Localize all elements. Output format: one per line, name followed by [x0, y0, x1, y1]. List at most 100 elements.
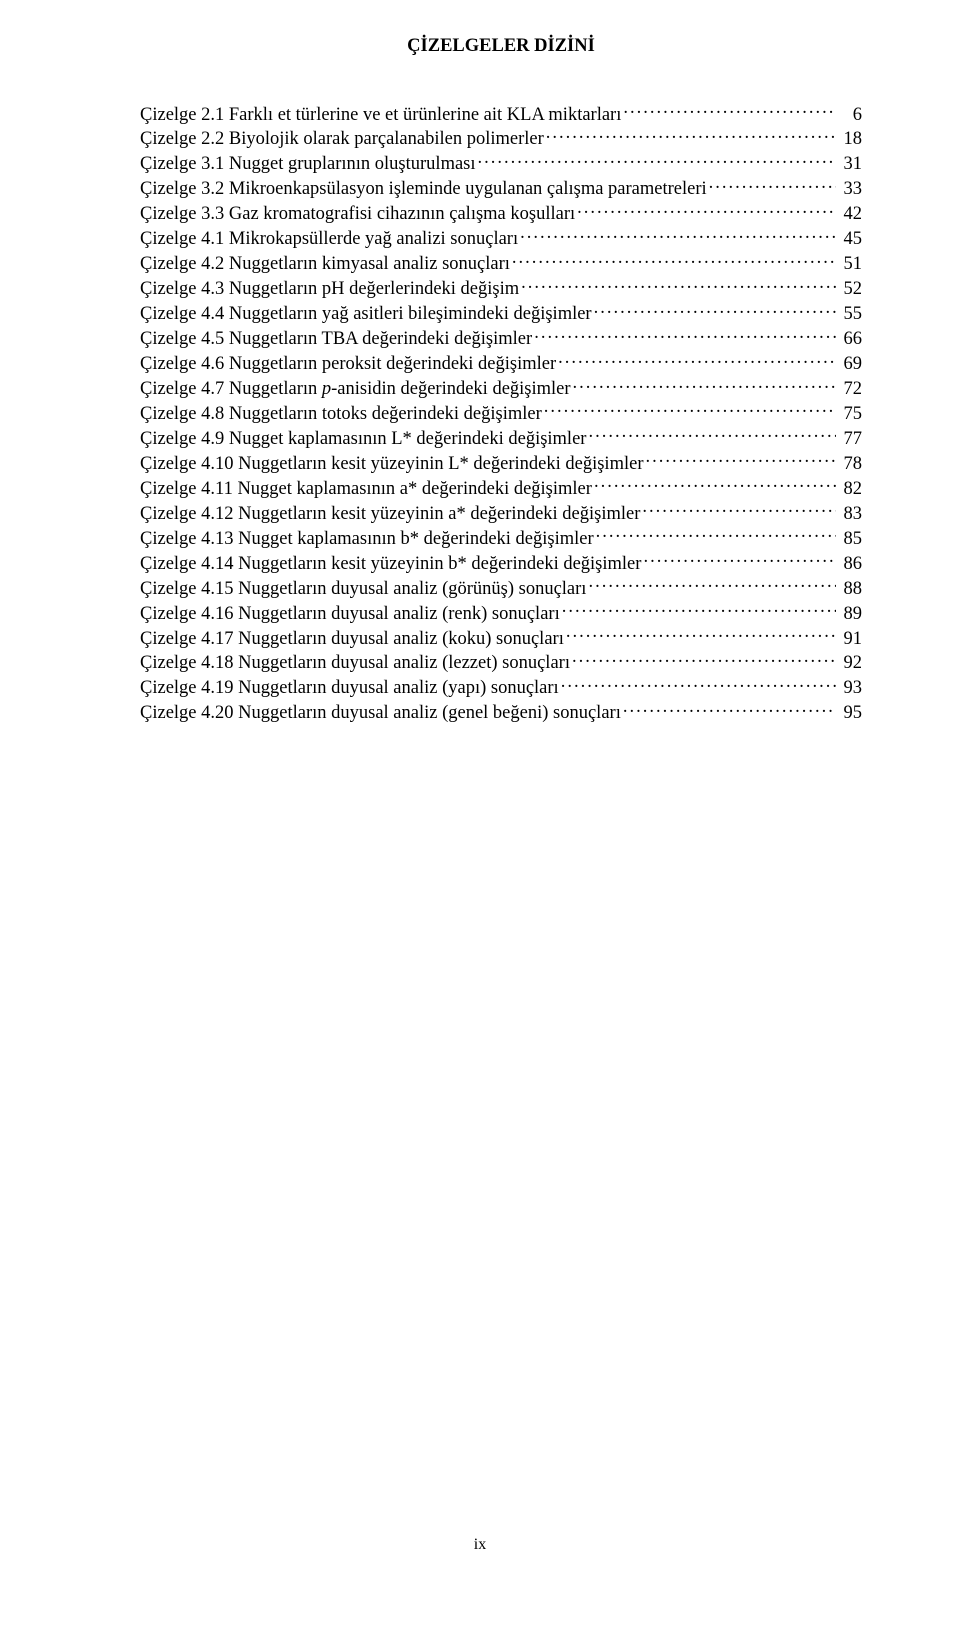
toc-entry-page: 42 [838, 204, 862, 225]
toc-leader-dots [588, 575, 836, 594]
toc-entry: Çizelge 3.3 Gaz kromatografisi cihazının… [140, 201, 862, 226]
toc-entry-label: Çizelge 4.9 Nugget kaplamasının L* değer… [140, 429, 586, 450]
toc-entry-label: Çizelge 4.4 Nuggetların yağ asitleri bil… [140, 304, 592, 325]
toc-entry: Çizelge 4.13 Nugget kaplamasının b* değe… [140, 525, 862, 550]
page-title: ÇİZELGELER DİZİNİ [140, 36, 862, 57]
toc-entry-label: Çizelge 4.12 Nuggetların kesit yüzeyinin… [140, 504, 640, 525]
page-number-footer: ix [0, 1536, 960, 1554]
toc-entry: Çizelge 4.16 Nuggetların duyusal analiz … [140, 600, 862, 625]
toc-entry: Çizelge 2.1 Farklı et türlerine ve et ür… [140, 101, 862, 126]
toc-leader-dots [572, 650, 836, 669]
toc-entry-label: Çizelge 4.17 Nuggetların duyusal analiz … [140, 629, 564, 650]
toc-leader-dots [588, 425, 836, 444]
toc-entry: Çizelge 4.7 Nuggetların p-anisidin değer… [140, 375, 862, 400]
toc-entry-page: 91 [838, 629, 862, 650]
toc-entry-page: 83 [838, 504, 862, 525]
toc-entry: Çizelge 4.8 Nuggetların totoks değerinde… [140, 400, 862, 425]
toc-leader-dots [521, 276, 836, 295]
toc-leader-dots [623, 700, 836, 719]
toc-entry-label: Çizelge 2.2 Biyolojik olarak parçalanabi… [140, 129, 544, 150]
toc-entry-page: 88 [838, 579, 862, 600]
toc-leader-dots [709, 176, 836, 195]
toc-leader-dots [594, 475, 836, 494]
toc-entry-page: 33 [838, 179, 862, 200]
toc-entry-label: Çizelge 4.1 Mikrokapsüllerde yağ analizi… [140, 229, 518, 250]
toc-leader-dots [623, 101, 836, 120]
toc-entry-page: 55 [838, 304, 862, 325]
toc-entry: Çizelge 4.18 Nuggetların duyusal analiz … [140, 650, 862, 675]
toc-entry-label: Çizelge 3.3 Gaz kromatografisi cihazının… [140, 204, 575, 225]
toc-leader-dots [566, 625, 836, 644]
toc-leader-dots [645, 450, 836, 469]
toc-leader-dots [546, 126, 836, 145]
toc-entry-label: Çizelge 2.1 Farklı et türlerine ve et ür… [140, 105, 621, 126]
toc-entry: Çizelge 4.12 Nuggetların kesit yüzeyinin… [140, 500, 862, 525]
toc-entry-label: Çizelge 4.15 Nuggetların duyusal analiz … [140, 579, 586, 600]
toc-entry: Çizelge 4.5 Nuggetların TBA değerindeki … [140, 326, 862, 351]
toc-entry-label: Çizelge 4.8 Nuggetların totoks değerinde… [140, 404, 542, 425]
toc-entry-label: Çizelge 4.13 Nugget kaplamasının b* değe… [140, 529, 594, 550]
toc-entry: Çizelge 4.4 Nuggetların yağ asitleri bil… [140, 301, 862, 326]
toc-leader-dots [573, 375, 836, 394]
toc-entry-page: 52 [838, 279, 862, 300]
toc-entry: Çizelge 4.6 Nuggetların peroksit değerin… [140, 351, 862, 376]
toc-entry: Çizelge 4.20 Nuggetların duyusal analiz … [140, 700, 862, 725]
toc-entry-page: 85 [838, 529, 862, 550]
toc-entry: Çizelge 4.14 Nuggetların kesit yüzeyinin… [140, 550, 862, 575]
toc-entry: Çizelge 3.2 Mikroenkapsülasyon işleminde… [140, 176, 862, 201]
toc-entry: Çizelge 4.3 Nuggetların pH değerlerindek… [140, 276, 862, 301]
toc-entry-page: 95 [838, 703, 862, 724]
toc-entry-page: 82 [838, 479, 862, 500]
table-of-contents: Çizelge 2.1 Farklı et türlerine ve et ür… [140, 101, 862, 725]
toc-entry-label: Çizelge 4.6 Nuggetların peroksit değerin… [140, 354, 556, 375]
toc-entry: Çizelge 2.2 Biyolojik olarak parçalanabi… [140, 126, 862, 151]
toc-entry-page: 75 [838, 404, 862, 425]
toc-entry-page: 69 [838, 354, 862, 375]
toc-leader-dots [512, 251, 836, 270]
toc-entry-label: Çizelge 4.14 Nuggetların kesit yüzeyinin… [140, 554, 641, 575]
toc-entry-page: 89 [838, 604, 862, 625]
toc-entry-label: Çizelge 4.3 Nuggetların pH değerlerindek… [140, 279, 519, 300]
toc-entry-label: Çizelge 4.5 Nuggetların TBA değerindeki … [140, 329, 532, 350]
toc-entry-label: Çizelge 3.2 Mikroenkapsülasyon işleminde… [140, 179, 707, 200]
toc-leader-dots [643, 550, 836, 569]
toc-entry-page: 18 [838, 129, 862, 150]
toc-leader-dots [577, 201, 836, 220]
toc-entry: Çizelge 4.17 Nuggetların duyusal analiz … [140, 625, 862, 650]
toc-leader-dots [561, 675, 836, 694]
toc-entry-label: Çizelge 4.19 Nuggetların duyusal analiz … [140, 678, 559, 699]
toc-entry-label: Çizelge 4.11 Nugget kaplamasının a* değe… [140, 479, 592, 500]
toc-leader-dots [562, 600, 836, 619]
toc-entry-page: 77 [838, 429, 862, 450]
toc-entry-page: 86 [838, 554, 862, 575]
toc-entry: Çizelge 4.1 Mikrokapsüllerde yağ analizi… [140, 226, 862, 251]
toc-entry-page: 51 [838, 254, 862, 275]
toc-entry: Çizelge 4.9 Nugget kaplamasının L* değer… [140, 425, 862, 450]
toc-leader-dots [520, 226, 836, 245]
toc-entry-page: 93 [838, 678, 862, 699]
toc-entry-label-post: -anisidin değerindeki değişimler [331, 379, 570, 399]
toc-entry: Çizelge 4.19 Nuggetların duyusal analiz … [140, 675, 862, 700]
toc-entry-page: 31 [838, 154, 862, 175]
toc-entry-label-italic: p [322, 379, 331, 399]
toc-leader-dots [534, 326, 836, 345]
toc-entry: Çizelge 4.11 Nugget kaplamasının a* değe… [140, 475, 862, 500]
toc-entry-label: Çizelge 4.20 Nuggetların duyusal analiz … [140, 703, 621, 724]
toc-entry: Çizelge 4.2 Nuggetların kimyasal analiz … [140, 251, 862, 276]
toc-leader-dots [642, 500, 836, 519]
toc-leader-dots [596, 525, 836, 544]
toc-entry-label: Çizelge 4.18 Nuggetların duyusal analiz … [140, 653, 570, 674]
toc-entry: Çizelge 4.15 Nuggetların duyusal analiz … [140, 575, 862, 600]
toc-entry-label-pre: Çizelge 4.7 Nuggetların [140, 379, 322, 399]
toc-entry-page: 6 [838, 105, 862, 126]
toc-entry-page: 45 [838, 229, 862, 250]
toc-entry-page: 92 [838, 653, 862, 674]
toc-entry-label: Çizelge 4.7 Nuggetların p-anisidin değer… [140, 379, 571, 400]
toc-entry-page: 72 [838, 379, 862, 400]
toc-entry-label: Çizelge 3.1 Nugget gruplarının oluşturul… [140, 154, 476, 175]
toc-entry-page: 78 [838, 454, 862, 475]
toc-entry: Çizelge 3.1 Nugget gruplarının oluşturul… [140, 151, 862, 176]
toc-leader-dots [478, 151, 836, 170]
toc-leader-dots [594, 301, 836, 320]
toc-entry-label: Çizelge 4.16 Nuggetların duyusal analiz … [140, 604, 560, 625]
